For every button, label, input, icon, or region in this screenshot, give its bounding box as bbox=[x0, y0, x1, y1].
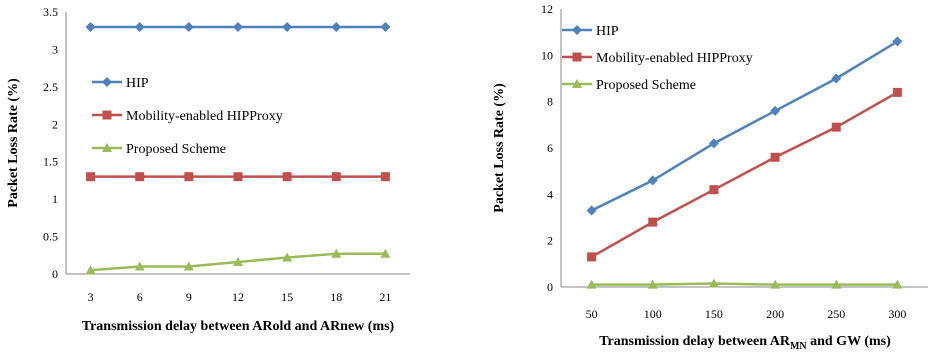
x-tick-label: 6 bbox=[137, 290, 143, 304]
data-point bbox=[709, 185, 719, 195]
data-point bbox=[380, 21, 391, 32]
x-tick-label: 15 bbox=[281, 290, 293, 304]
data-point bbox=[586, 205, 597, 216]
data-point bbox=[892, 36, 903, 47]
data-point bbox=[831, 122, 841, 132]
data-point bbox=[647, 279, 658, 289]
data-point bbox=[282, 172, 292, 182]
data-point bbox=[331, 172, 341, 182]
data-point bbox=[892, 87, 902, 97]
data-point bbox=[184, 172, 194, 182]
data-point bbox=[770, 105, 781, 116]
y-tick-label: 2 bbox=[52, 117, 58, 131]
x-tick-label: 9 bbox=[186, 290, 192, 304]
y-tick-label: 8 bbox=[547, 95, 553, 109]
data-point bbox=[233, 257, 243, 267]
data-point bbox=[587, 252, 597, 262]
y-tick-label: 3 bbox=[52, 42, 58, 56]
x-axis-title: Transmission delay between ARold and ARn… bbox=[82, 319, 395, 334]
legend-label-3: Proposed Scheme bbox=[126, 142, 226, 157]
legend-label-3: Proposed Scheme bbox=[596, 78, 696, 93]
data-point bbox=[233, 21, 243, 32]
series-line-1 bbox=[591, 40, 899, 212]
y-tick-label: 0.5 bbox=[43, 230, 58, 244]
legend-label-2: Mobility-enabled HIPProxy bbox=[596, 51, 753, 66]
y-tick-label: 1 bbox=[52, 192, 58, 206]
x-tick-label: 50 bbox=[586, 307, 598, 321]
data-point bbox=[647, 175, 658, 186]
data-point bbox=[331, 248, 342, 258]
x-axis-title-subscript: MN bbox=[790, 341, 807, 352]
y-tick-label: 0 bbox=[52, 267, 58, 281]
y-tick-label: 2 bbox=[547, 234, 553, 248]
x-axis-title-tail: and GW (ms) bbox=[807, 334, 891, 349]
legend-label-1: HIP bbox=[126, 76, 149, 91]
data-point bbox=[586, 279, 597, 289]
data-point bbox=[135, 172, 145, 182]
data-point bbox=[892, 279, 903, 289]
y-axis-title: Packet Loss Rate (%) bbox=[492, 83, 507, 213]
data-point bbox=[831, 73, 842, 84]
legend-marker bbox=[102, 143, 112, 152]
y-tick-label: 1.5 bbox=[43, 155, 58, 169]
data-point bbox=[770, 152, 780, 162]
y-axis-title: Packet Loss Rate (%) bbox=[6, 78, 21, 208]
data-point bbox=[86, 172, 96, 182]
x-tick-label: 3 bbox=[88, 290, 94, 304]
x-axis-title-main: Transmission delay between AR bbox=[599, 334, 791, 349]
y-tick-label: 12 bbox=[541, 2, 553, 16]
y-tick-label: 6 bbox=[547, 141, 553, 155]
data-point bbox=[282, 252, 293, 262]
x-tick-label: 200 bbox=[766, 307, 784, 321]
y-tick-label: 10 bbox=[541, 48, 553, 62]
right-chart: 0 2 4 6 8 10 12 50 100 150 200 250 300 HIP Mobility-… bbox=[492, 2, 928, 352]
x-tick-label: 12 bbox=[232, 290, 244, 304]
x-tick-label: 250 bbox=[827, 307, 845, 321]
legend-label-1: HIP bbox=[596, 24, 619, 39]
data-point bbox=[648, 217, 658, 227]
data-point bbox=[134, 21, 145, 32]
data-point bbox=[331, 21, 342, 32]
legend-marker bbox=[572, 79, 582, 88]
data-point bbox=[134, 261, 145, 271]
y-tick-label: 4 bbox=[547, 187, 553, 201]
data-point bbox=[282, 21, 293, 32]
legend-marker bbox=[572, 52, 582, 62]
data-point bbox=[183, 21, 194, 32]
y-tick-label: 0 bbox=[547, 280, 553, 294]
x-tick-label: 21 bbox=[379, 290, 391, 304]
legend-marker bbox=[102, 77, 112, 87]
data-point bbox=[708, 138, 719, 149]
x-tick-label: 300 bbox=[888, 307, 906, 321]
series-line-2 bbox=[590, 91, 899, 258]
x-axis-title: Transmission delay between ARMN and GW (… bbox=[599, 334, 891, 352]
data-point bbox=[380, 248, 391, 258]
data-point bbox=[380, 172, 390, 182]
data-point bbox=[831, 279, 842, 289]
x-tick-label: 100 bbox=[644, 307, 662, 321]
x-tick-label: 150 bbox=[705, 307, 723, 321]
data-point bbox=[183, 261, 194, 271]
data-point bbox=[708, 278, 719, 288]
data-point bbox=[85, 265, 96, 275]
data-point bbox=[233, 172, 243, 182]
legend-marker bbox=[572, 25, 582, 35]
y-tick-label: 3.5 bbox=[43, 5, 58, 19]
legend-label-2: Mobility-enabled HIPProxy bbox=[126, 109, 283, 124]
y-tick-label: 2.5 bbox=[43, 80, 58, 94]
x-tick-label: 18 bbox=[330, 290, 342, 304]
series-line-3 bbox=[591, 282, 898, 286]
data-point bbox=[85, 21, 96, 32]
left-chart: 0 0.5 1 1.5 2 2.5 3 3.5 3 6 9 12 15 18 21 HIP Mobility… bbox=[6, 5, 410, 334]
data-point bbox=[770, 279, 781, 289]
legend-marker bbox=[102, 110, 112, 120]
